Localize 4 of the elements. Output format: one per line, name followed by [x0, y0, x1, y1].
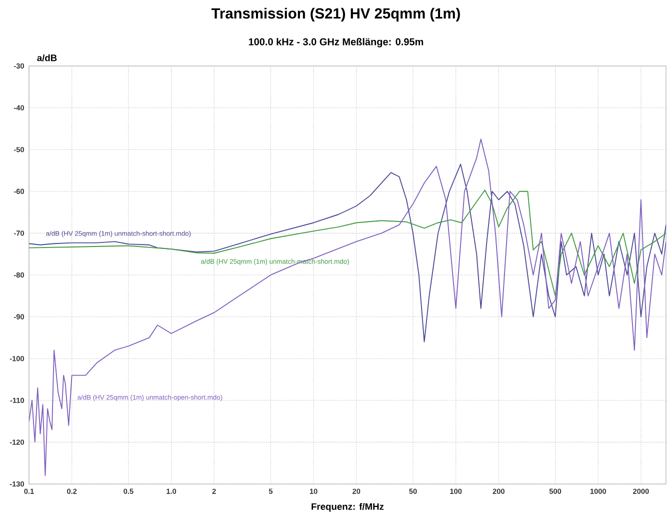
- x-axis-title: Frequenz: f/MHz: [312, 503, 384, 512]
- chart-title: Transmission (S21) HV 25qmm (1m): [211, 8, 460, 22]
- chart-subtitle: 100.0 kHz - 3.0 GHz Meßlänge: 0.95m: [248, 38, 424, 48]
- y-axis-title: a/dB: [37, 54, 57, 62]
